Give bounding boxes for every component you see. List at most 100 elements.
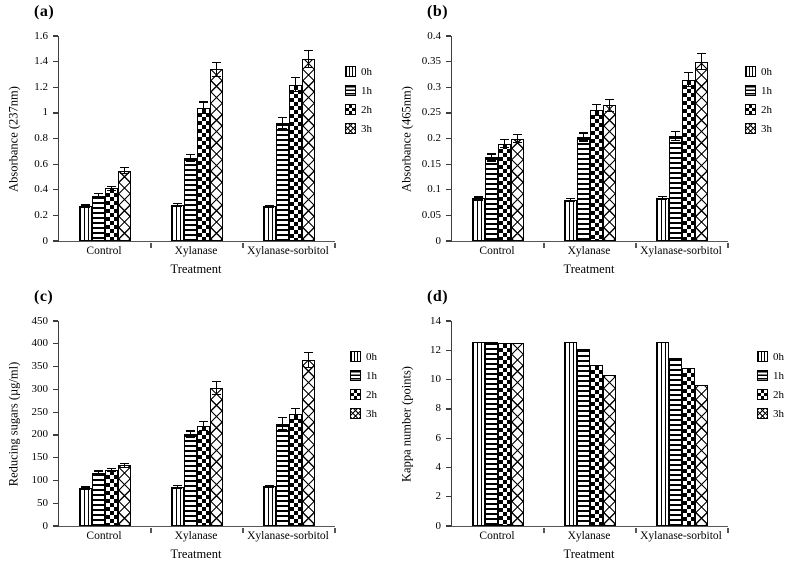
legend-item-0h: 0h [350, 347, 377, 366]
error-bar [107, 185, 116, 192]
legend-item-1h: 1h [350, 366, 377, 385]
error-bar-cap-top [81, 486, 90, 488]
error-bar [697, 52, 706, 71]
bar-2h-xylanase [197, 425, 210, 526]
legend-item-2h: 2h [745, 100, 772, 119]
bar-0h-control [472, 198, 485, 241]
diagonal-crosshatch-swatch-icon [745, 123, 756, 134]
error-bar-cap-top [120, 166, 129, 168]
error-bar-cap-bottom [304, 367, 313, 369]
y-axis-tick [445, 466, 451, 469]
y-axis-tick [445, 408, 451, 410]
error-bar-line [85, 204, 86, 209]
error-bar-cap-top [199, 101, 208, 103]
bar-3h-control [118, 465, 131, 526]
legend-item-1h: 1h [345, 81, 372, 100]
error-bar-cap-bottom [592, 115, 601, 117]
error-bar [81, 204, 90, 209]
error-bar-cap-bottom [474, 199, 483, 201]
error-bar-line [662, 195, 663, 200]
error-bar-line [609, 98, 610, 112]
bar-1h-xylanase [577, 348, 590, 526]
error-bar-cap-top [173, 484, 182, 486]
y-tick-label: 100 [31, 473, 49, 486]
error-bar-cap-top [186, 153, 195, 156]
error-bar-line [282, 416, 283, 431]
y-tick-label: 0 [42, 519, 49, 532]
y-tick-label: 1 [42, 106, 49, 119]
bar-0h-control [79, 488, 92, 526]
error-bar-cap-bottom [173, 205, 182, 208]
error-bar-line [203, 420, 204, 431]
error-bar [212, 381, 221, 395]
y-tick-label: 0.8 [34, 132, 48, 144]
error-bar-cap-bottom [186, 160, 195, 162]
bar-1h-xylanase [184, 157, 197, 241]
bar-3h-control [118, 170, 131, 241]
error-bar-cap-bottom [513, 141, 522, 144]
error-bar-cap-bottom [304, 66, 313, 69]
y-axis-tick [52, 86, 58, 88]
horizontal-stripes-swatch-icon [745, 85, 756, 96]
y-tick-label: 14 [430, 314, 441, 327]
bar-0h-xylanase [564, 341, 577, 526]
bar-2h-control [105, 188, 118, 241]
x-axis-title: Treatment [170, 547, 222, 561]
y-axis-tick [445, 496, 451, 498]
legend-label: 3h [366, 407, 377, 420]
error-bar-cap-bottom [81, 488, 90, 490]
error-bar [94, 192, 103, 200]
x-category-label: Control [86, 530, 122, 542]
y-tick-label: 0.4 [34, 183, 48, 196]
error-bar [671, 130, 680, 142]
y-tick-label: 200 [31, 428, 49, 441]
x-axis-tick [543, 242, 545, 248]
error-bar-cap-bottom [212, 75, 221, 77]
y-axis-tick [52, 163, 58, 165]
x-axis-tick [635, 242, 637, 248]
bar-0h-xylanase-sorbitol [263, 206, 276, 241]
error-bar [579, 132, 588, 142]
checkerboard-swatch-icon [757, 389, 768, 400]
x-category-label: Xylanase-sorbitol [247, 530, 329, 542]
error-bar-line [491, 153, 492, 162]
error-bar [173, 484, 182, 490]
y-tick-label: 12 [430, 343, 441, 356]
error-bar-line [269, 204, 270, 208]
bar-2h-xylanase [590, 364, 603, 526]
error-bar-line [308, 351, 309, 369]
error-bar-cap-top [120, 462, 129, 464]
y-tick-label: 450 [31, 314, 49, 327]
y-axis-tick [52, 388, 58, 391]
bar-3h-xylanase [210, 387, 223, 526]
error-bar [513, 133, 522, 144]
error-bar-line [269, 484, 270, 489]
error-bar-line [111, 185, 112, 192]
y-axis-tick [445, 35, 451, 37]
error-bar [487, 153, 496, 162]
plot-area [445, 320, 729, 533]
error-bar [186, 430, 195, 438]
error-bar-cap-bottom [487, 160, 496, 162]
bar-0h-xylanase [171, 486, 184, 526]
error-bar [304, 50, 313, 69]
bar-3h-xylanase-sorbitol [695, 61, 708, 241]
error-bar-cap-bottom [291, 91, 300, 93]
x-category-label: Xylanase [174, 530, 218, 542]
y-axis-tick [445, 137, 451, 140]
error-bar-line [583, 132, 584, 142]
error-bar [500, 139, 509, 149]
error-bar-cap-top [291, 408, 300, 410]
x-axis-tick [242, 242, 244, 248]
y-axis-tick [445, 112, 451, 114]
error-bar-cap-bottom [94, 198, 103, 200]
bar-1h-control [485, 341, 498, 526]
bar-1h-xylanase-sorbitol [669, 135, 682, 241]
x-category-label: Xylanase [174, 245, 218, 257]
error-bar-cap-top [94, 470, 103, 472]
bar-1h-xylanase-sorbitol [276, 123, 289, 241]
error-bar-line [124, 166, 125, 175]
error-bar-line [216, 381, 217, 395]
error-bar [107, 467, 116, 473]
legend-label: 2h [361, 103, 372, 116]
